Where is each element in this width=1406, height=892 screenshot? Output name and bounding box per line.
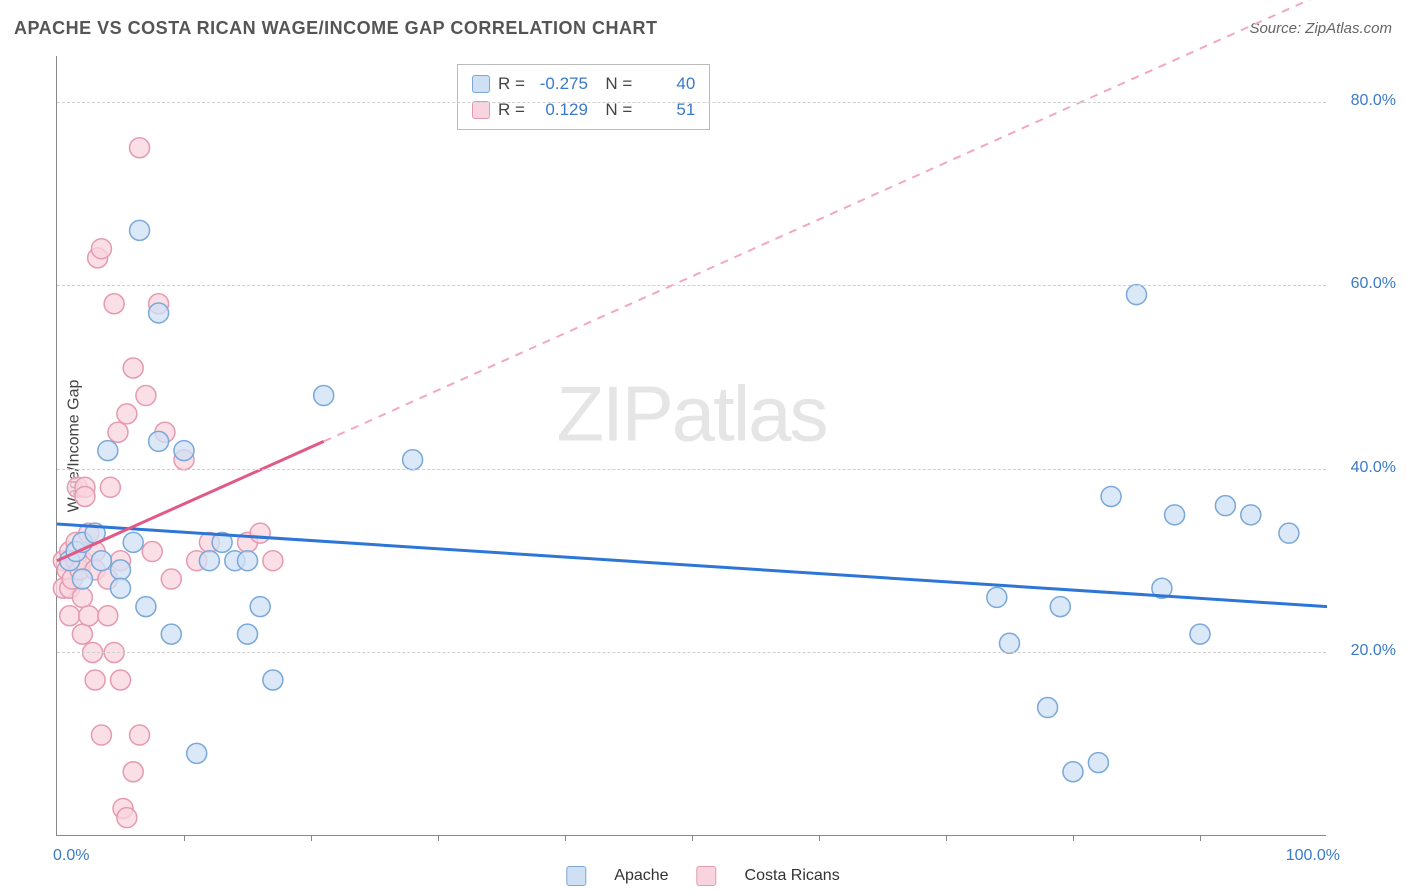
stats-r-label: R = (498, 71, 525, 97)
data-point (1215, 496, 1235, 516)
data-point (130, 725, 150, 745)
data-point (111, 560, 131, 580)
x-minor-tick (438, 835, 439, 841)
data-point (85, 670, 105, 690)
data-point (987, 587, 1007, 607)
data-point (108, 422, 128, 442)
x-minor-tick (184, 835, 185, 841)
stats-n-apache: 40 (640, 71, 695, 97)
data-point (123, 532, 143, 552)
gridline (57, 652, 1326, 653)
data-point (1038, 698, 1058, 718)
data-point (91, 551, 111, 571)
x-minor-tick (311, 835, 312, 841)
data-point (123, 762, 143, 782)
data-point (136, 386, 156, 406)
x-minor-tick (819, 835, 820, 841)
y-tick-label: 20.0% (1336, 642, 1396, 660)
data-point (1088, 753, 1108, 773)
x-minor-tick (1200, 835, 1201, 841)
data-point (100, 477, 120, 497)
data-point (123, 358, 143, 378)
data-point (161, 624, 181, 644)
chart-title: APACHE VS COSTA RICAN WAGE/INCOME GAP CO… (14, 18, 658, 38)
stats-row-apache: R = -0.275 N = 40 (472, 71, 695, 97)
data-point (1127, 285, 1147, 305)
data-point (130, 138, 150, 158)
plot-area: ZIPatlas R = -0.275 N = 40 R = 0.129 N =… (56, 56, 1326, 836)
gridline (57, 469, 1326, 470)
data-point (91, 725, 111, 745)
legend: Apache Costa Ricans (566, 866, 839, 886)
data-point (72, 569, 92, 589)
stats-box: R = -0.275 N = 40 R = 0.129 N = 51 (457, 64, 710, 130)
x-minor-tick (692, 835, 693, 841)
data-point (1063, 762, 1083, 782)
data-point (1165, 505, 1185, 525)
data-point (72, 587, 92, 607)
data-point (104, 294, 124, 314)
stats-r-apache: -0.275 (533, 71, 588, 97)
legend-swatch-costa (697, 866, 717, 886)
data-point (238, 624, 258, 644)
data-point (98, 441, 118, 461)
data-point (1241, 505, 1261, 525)
data-point (91, 239, 111, 259)
data-point (117, 404, 137, 424)
source-label: Source: ZipAtlas.com (1249, 20, 1392, 37)
data-point (1279, 523, 1299, 543)
data-point (1190, 624, 1210, 644)
y-tick-label: 60.0% (1336, 275, 1396, 293)
data-point (263, 551, 283, 571)
data-point (238, 551, 258, 571)
data-point (174, 441, 194, 461)
data-point (263, 670, 283, 690)
data-point (111, 578, 131, 598)
data-point (75, 486, 95, 506)
data-point (98, 606, 118, 626)
data-point (187, 743, 207, 763)
gridline (57, 285, 1326, 286)
data-point (149, 431, 169, 451)
x-minor-tick (565, 835, 566, 841)
y-tick-label: 40.0% (1336, 459, 1396, 477)
x-minor-tick (946, 835, 947, 841)
chart-container: APACHE VS COSTA RICAN WAGE/INCOME GAP CO… (0, 0, 1406, 892)
x-tick-left: 0.0% (53, 847, 89, 865)
data-point (60, 606, 80, 626)
data-point (199, 551, 219, 571)
legend-swatch-apache (566, 866, 586, 886)
data-point (79, 606, 99, 626)
data-point (161, 569, 181, 589)
data-point (1050, 597, 1070, 617)
data-point (1101, 486, 1121, 506)
data-point (111, 670, 131, 690)
data-point (117, 808, 137, 828)
data-point (130, 220, 150, 240)
legend-label-costa: Costa Ricans (745, 867, 840, 885)
swatch-apache (472, 75, 490, 93)
data-point (403, 450, 423, 470)
data-point (136, 597, 156, 617)
data-point (142, 542, 162, 562)
x-minor-tick (1073, 835, 1074, 841)
x-tick-right: 100.0% (1286, 847, 1340, 865)
title-row: APACHE VS COSTA RICAN WAGE/INCOME GAP CO… (14, 18, 1392, 48)
data-point (72, 624, 92, 644)
data-point (1000, 633, 1020, 653)
stats-n-label: N = (596, 71, 632, 97)
gridline (57, 102, 1326, 103)
data-point (250, 523, 270, 543)
data-point (314, 386, 334, 406)
data-point (149, 303, 169, 323)
data-point (250, 597, 270, 617)
swatch-costa (472, 101, 490, 119)
y-tick-label: 80.0% (1336, 92, 1396, 110)
legend-label-apache: Apache (614, 867, 668, 885)
chart-svg (57, 56, 1326, 835)
